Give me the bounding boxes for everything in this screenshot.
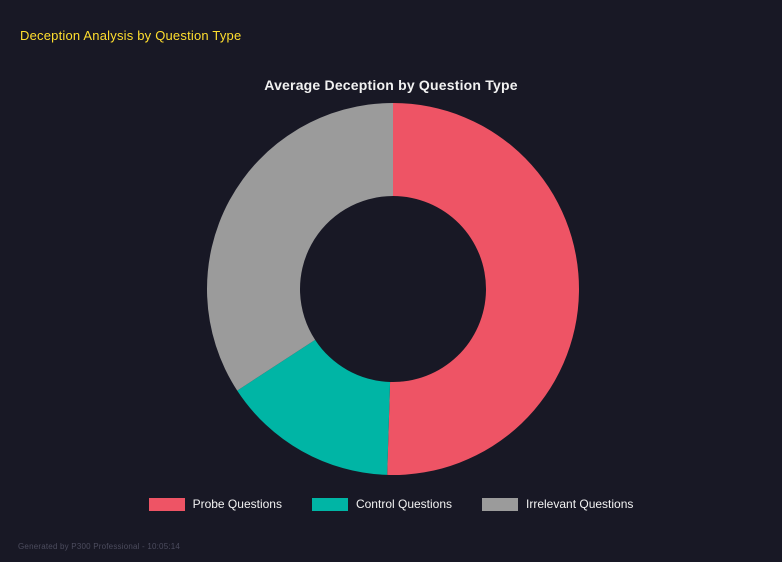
footer-text: Generated by P300 Professional - 10:05:1… [18,542,181,551]
donut-svg [207,103,579,475]
donut-slice-1 [237,339,391,475]
legend-item-control: Control Questions [311,497,453,511]
chart-title: Average Deception by Question Type [264,77,518,93]
legend-label-irrelevant: Irrelevant Questions [526,497,634,511]
legend-item-irrelevant: Irrelevant Questions [482,497,633,511]
donut-slice-2 [207,103,393,391]
legend-swatch-probe [148,497,185,511]
donut-slice-0 [387,103,579,475]
page-title: Deception Analysis by Question Type [20,28,242,43]
donut-chart [207,103,579,475]
legend-label-control: Control Questions [355,497,453,511]
legend-label-probe: Probe Questions [192,497,282,511]
legend-swatch-control [311,497,348,511]
legend-swatch-irrelevant [482,497,519,511]
chart-legend: Probe Questions Control Questions Irrele… [0,497,782,511]
legend-item-probe: Probe Questions [148,497,282,511]
